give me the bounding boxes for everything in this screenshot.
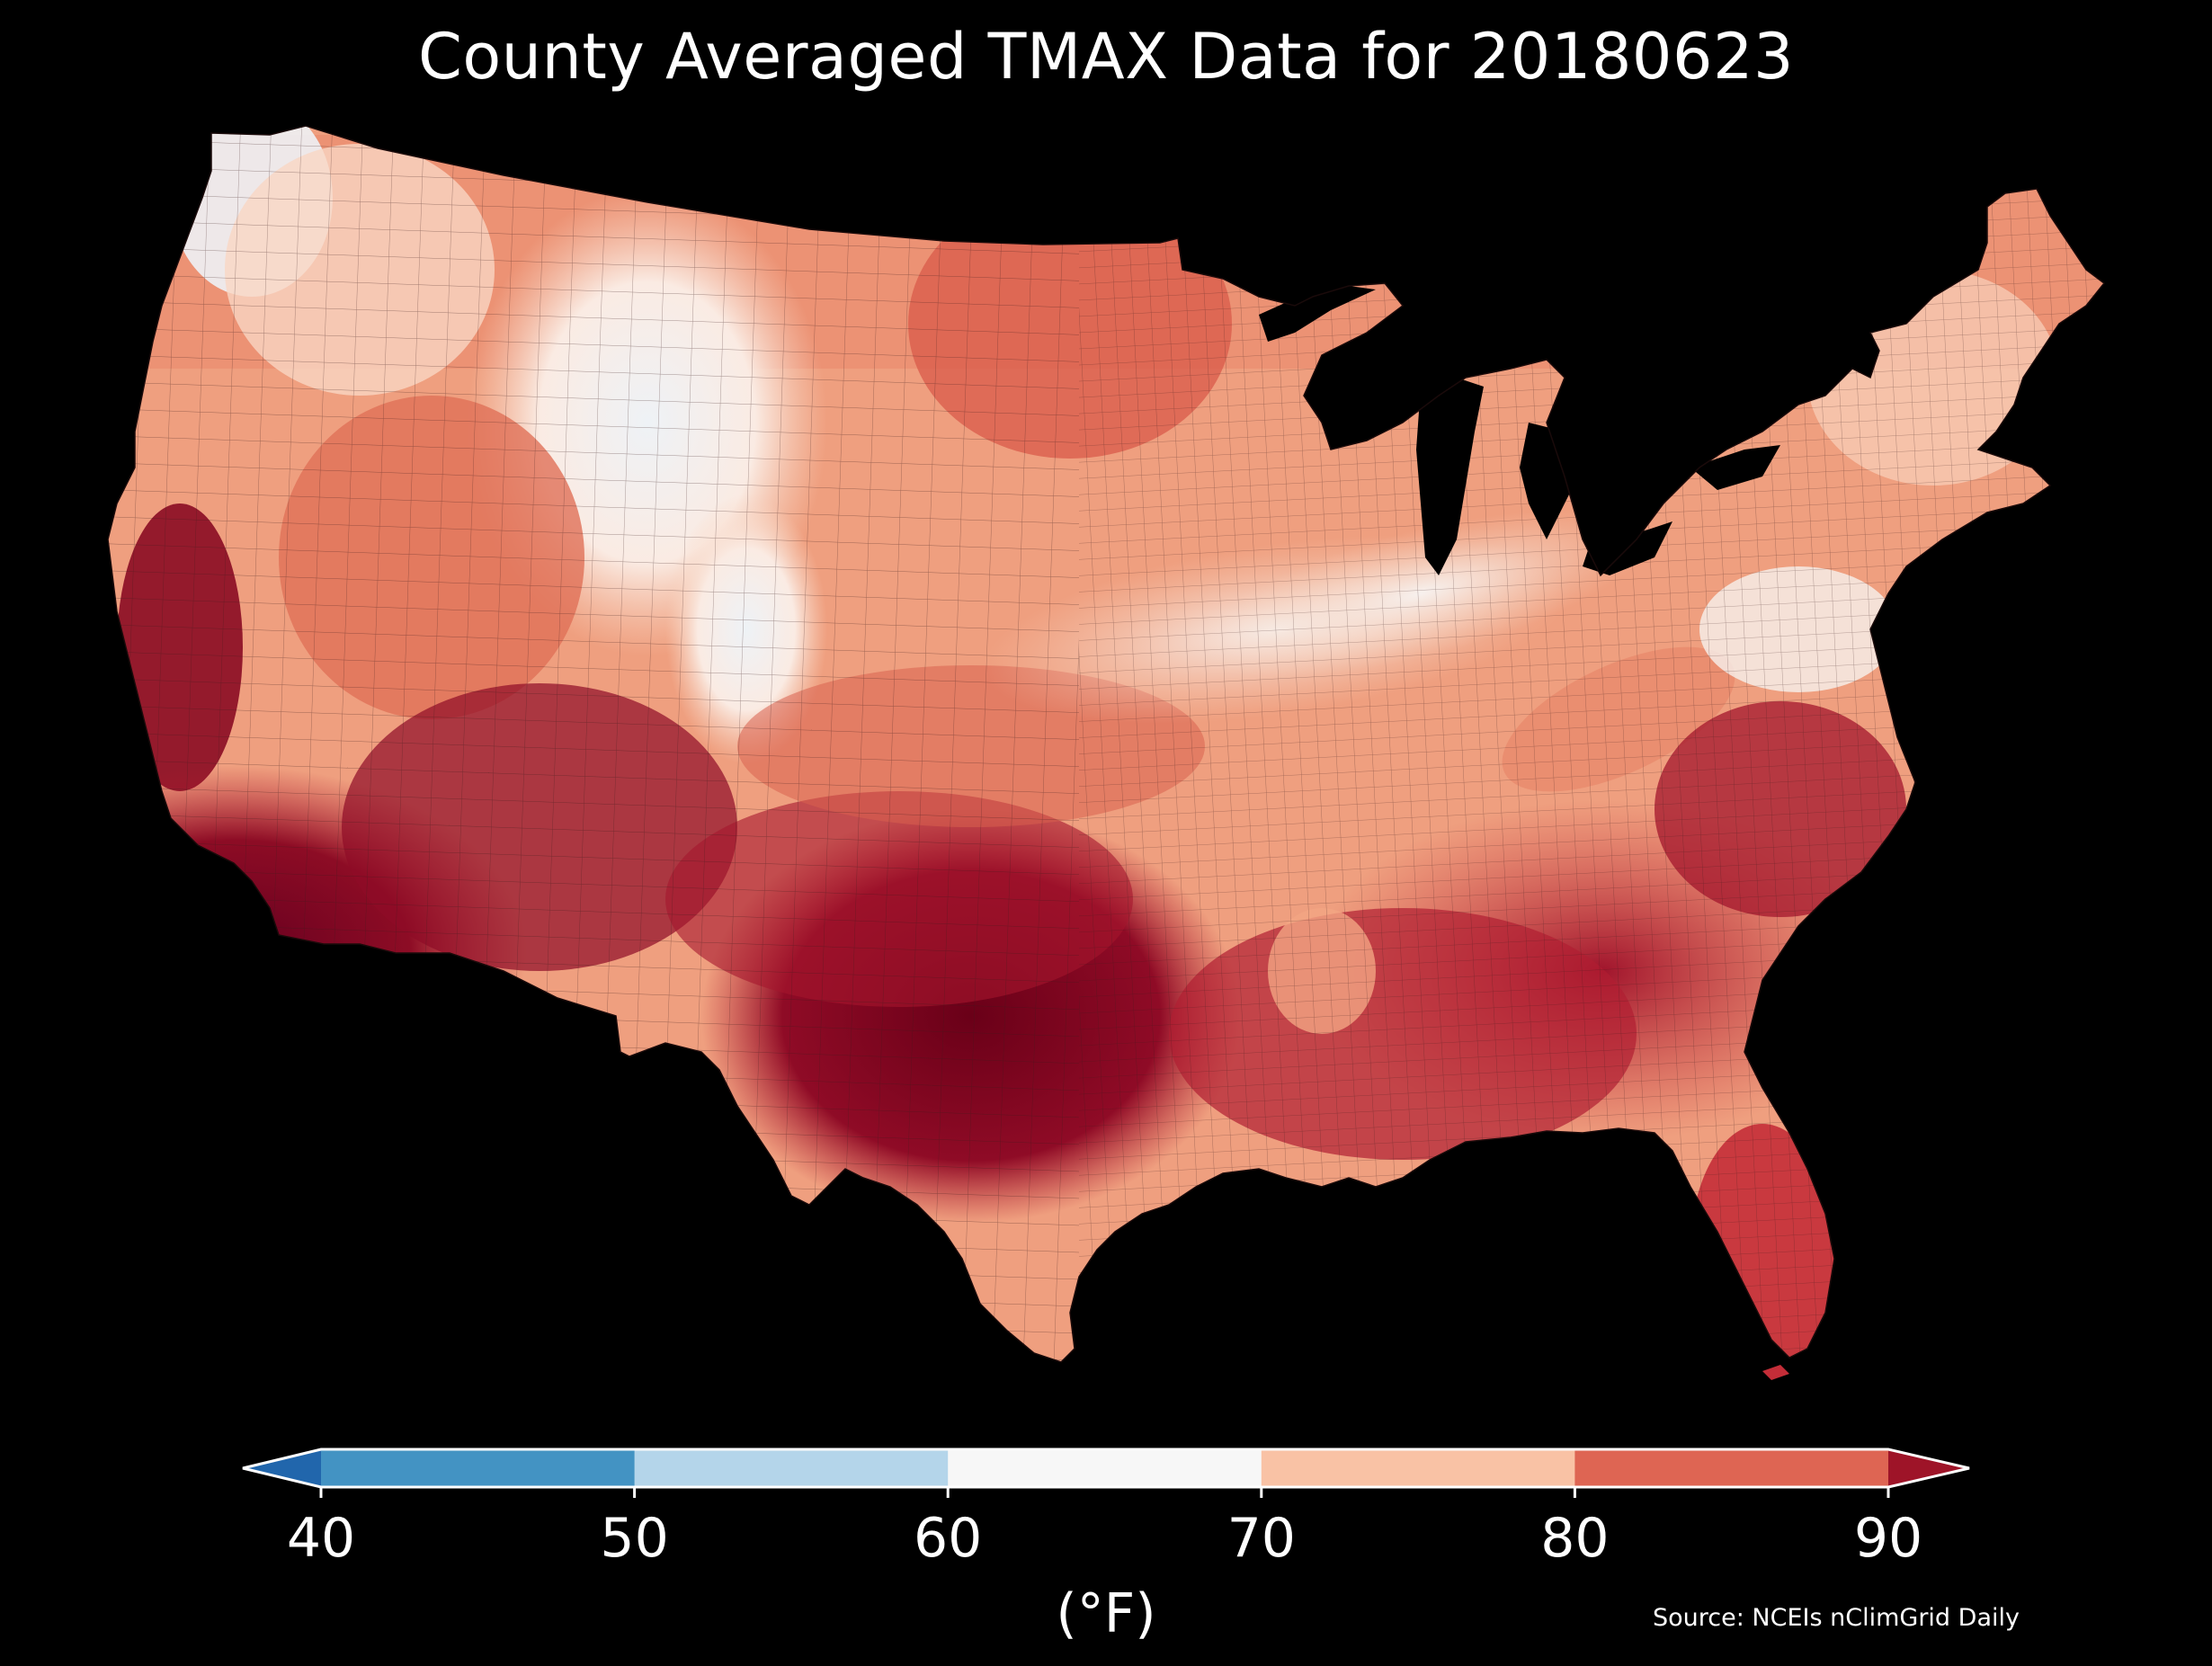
- source-credit: Source: NCEIs nClimGrid Daily: [1653, 1604, 2020, 1632]
- colorbar-tick-label: 50: [600, 1507, 669, 1570]
- colorbar-extend-low: [243, 1449, 321, 1487]
- colorbar-bin: [948, 1449, 1262, 1487]
- great-lakes: [1259, 286, 1780, 575]
- map-title: County Averaged TMAX Data for 20180623: [417, 20, 1795, 94]
- colorbar-tick-label: 90: [1853, 1507, 1923, 1570]
- colorbar-tick-label: 80: [1540, 1507, 1610, 1570]
- county-choropleth: [108, 126, 2104, 1362]
- colorbar-bin: [634, 1449, 949, 1487]
- colorbar-bin: [321, 1449, 636, 1487]
- colorbar-extend-high: [1888, 1449, 1969, 1487]
- colorbar-bin: [1574, 1449, 1889, 1487]
- colorbar-tick-label: 40: [286, 1507, 356, 1570]
- colorbar-tick-label: 70: [1226, 1507, 1296, 1570]
- colorbar-outline: [242, 1448, 1970, 1489]
- florida-keys: [1762, 1365, 1789, 1380]
- colorbar-bin: [1261, 1449, 1575, 1487]
- coastline: [107, 125, 2106, 1363]
- colorbar-unit-label: (°F): [1056, 1582, 1156, 1645]
- county-map: [107, 125, 2106, 1380]
- colorbar-tick-label: 60: [914, 1507, 983, 1570]
